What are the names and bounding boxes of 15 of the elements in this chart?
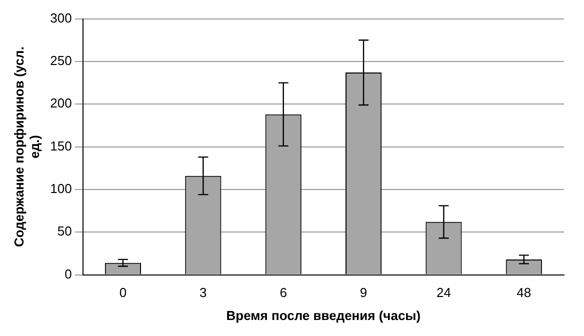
x-tick-label: 0 xyxy=(119,285,127,300)
y-tick-label: 0 xyxy=(64,266,72,282)
x-tick-label: 48 xyxy=(516,285,532,300)
x-tick-label: 3 xyxy=(200,285,207,300)
x-tick-label: 9 xyxy=(360,285,368,300)
y-tick-label: 200 xyxy=(50,96,72,111)
y-tick-label: 300 xyxy=(50,10,72,26)
y-tick-label: 250 xyxy=(50,53,72,68)
y-tick-label: 50 xyxy=(57,224,72,239)
x-axis-title: Время после введения (часы) xyxy=(226,308,421,323)
y-tick-label: 100 xyxy=(50,181,72,196)
y-axis-title: Содержание порфиринов (усл. ед.) xyxy=(11,46,42,248)
y-tick-label: 150 xyxy=(50,138,72,154)
x-tick-label: 24 xyxy=(436,285,451,300)
x-tick-label: 6 xyxy=(280,285,287,300)
